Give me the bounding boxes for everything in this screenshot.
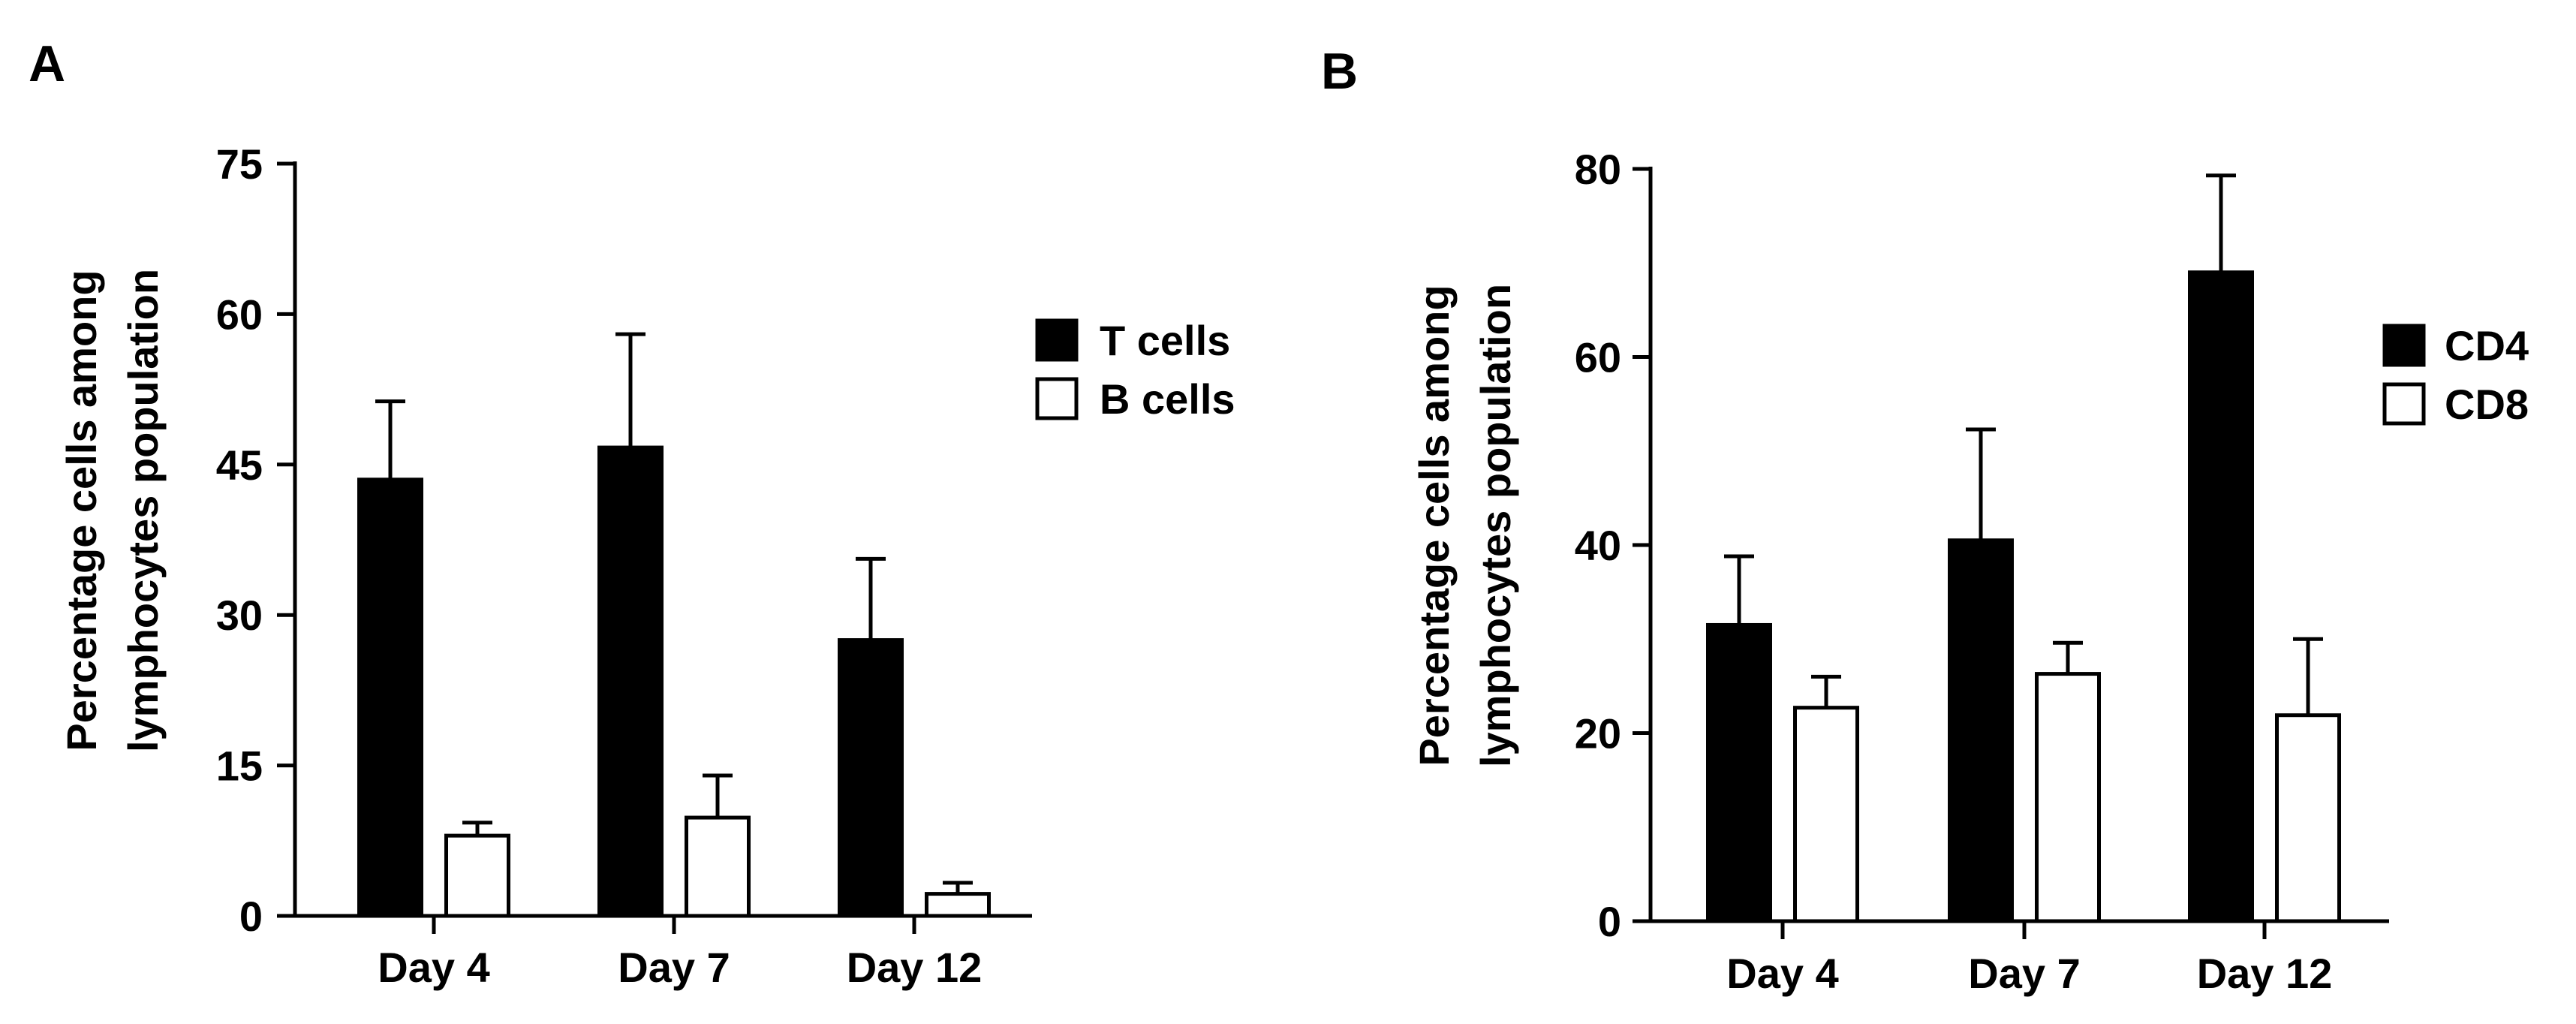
y-tick-label: 15 <box>216 742 263 790</box>
bar <box>2035 672 2101 923</box>
bar <box>444 833 510 918</box>
y-tick-label: 45 <box>216 441 263 489</box>
x-tick-label: Day 4 <box>1726 950 1838 997</box>
x-tick-label: Day 12 <box>847 944 983 991</box>
bar <box>357 477 423 918</box>
y-axis-label: lymphocytes population <box>119 269 167 752</box>
y-tick-label: 0 <box>239 893 263 940</box>
y-tick-label: 80 <box>1575 146 1621 193</box>
y-axis-label: lymphocytes population <box>1472 284 1519 767</box>
x-tick-label: Day 4 <box>378 944 489 991</box>
chart-b: 0 20 40 60 80 Day 4 Day 7 Day 12 Percentage cell… <box>1410 146 2529 997</box>
bar <box>685 815 751 918</box>
legend-label: B cells <box>1100 375 1235 423</box>
y-axis-label: Percentage cells among <box>1410 285 1458 766</box>
chart-a: 0 15 30 45 60 75 Day 4 Day 7 Day 12 Percentage ce… <box>58 140 1235 991</box>
legend-swatch <box>2382 324 2426 367</box>
y-tick-label: 75 <box>216 140 263 188</box>
bar <box>2275 713 2341 923</box>
legend-swatch <box>1035 377 1079 420</box>
x-tick-label: Day 7 <box>1968 950 2080 997</box>
y-tick-label: 0 <box>1598 898 1621 945</box>
bar <box>1793 706 1859 923</box>
bar <box>597 445 664 918</box>
bar <box>838 638 904 918</box>
y-tick-label: 20 <box>1575 710 1621 757</box>
bar <box>2188 270 2254 923</box>
legend-label: CD4 <box>2445 322 2529 369</box>
y-tick-label: 40 <box>1575 522 1621 569</box>
legend-swatch <box>1035 318 1079 362</box>
panel-label-b: B <box>1321 43 1358 100</box>
y-tick-label: 30 <box>216 592 263 639</box>
x-tick-label: Day 12 <box>2197 950 2333 997</box>
legend-label: T cells <box>1100 317 1230 364</box>
x-tick-label: Day 7 <box>618 944 730 991</box>
y-tick-label: 60 <box>216 291 263 338</box>
y-axis-label: Percentage cells among <box>58 270 105 751</box>
y-tick-label: 60 <box>1575 334 1621 381</box>
bar <box>1706 622 1772 923</box>
bar <box>1948 538 2014 923</box>
bar <box>925 892 991 918</box>
panel-label-a: A <box>29 35 65 92</box>
legend-swatch <box>2382 382 2426 426</box>
legend-label: CD8 <box>2445 381 2529 428</box>
